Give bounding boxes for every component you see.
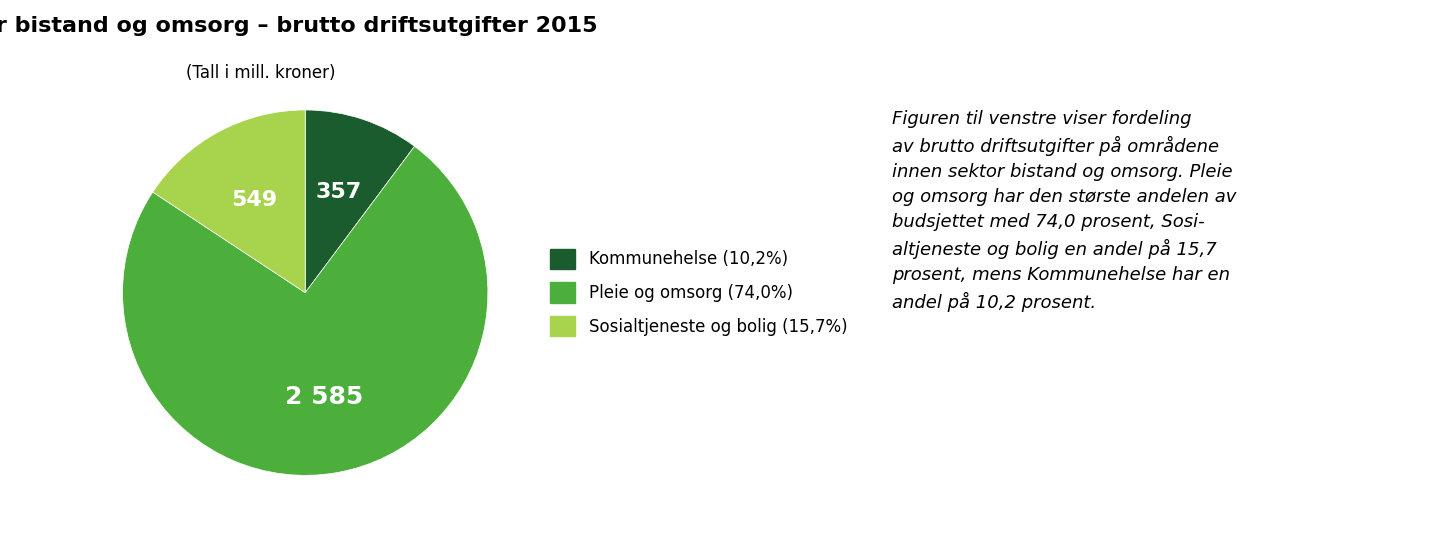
Text: Figuren til venstre viser fordeling
av brutto driftsutgifter på områdene
innen s: Figuren til venstre viser fordeling av b… <box>892 110 1236 312</box>
Text: 2 585: 2 585 <box>285 385 363 409</box>
Text: Sektor bistand og omsorg – brutto driftsutgifter 2015: Sektor bistand og omsorg – brutto drifts… <box>0 16 597 36</box>
Wedge shape <box>153 110 305 293</box>
Wedge shape <box>123 146 487 475</box>
Text: 549: 549 <box>231 190 278 210</box>
Text: (Tall i mill. kroner): (Tall i mill. kroner) <box>185 64 335 83</box>
Legend: Kommunehelse (10,2%), Pleie og omsorg (74,0%), Sosialtjeneste og bolig (15,7%): Kommunehelse (10,2%), Pleie og omsorg (7… <box>542 241 856 345</box>
Text: 357: 357 <box>315 182 362 202</box>
Wedge shape <box>305 110 415 293</box>
